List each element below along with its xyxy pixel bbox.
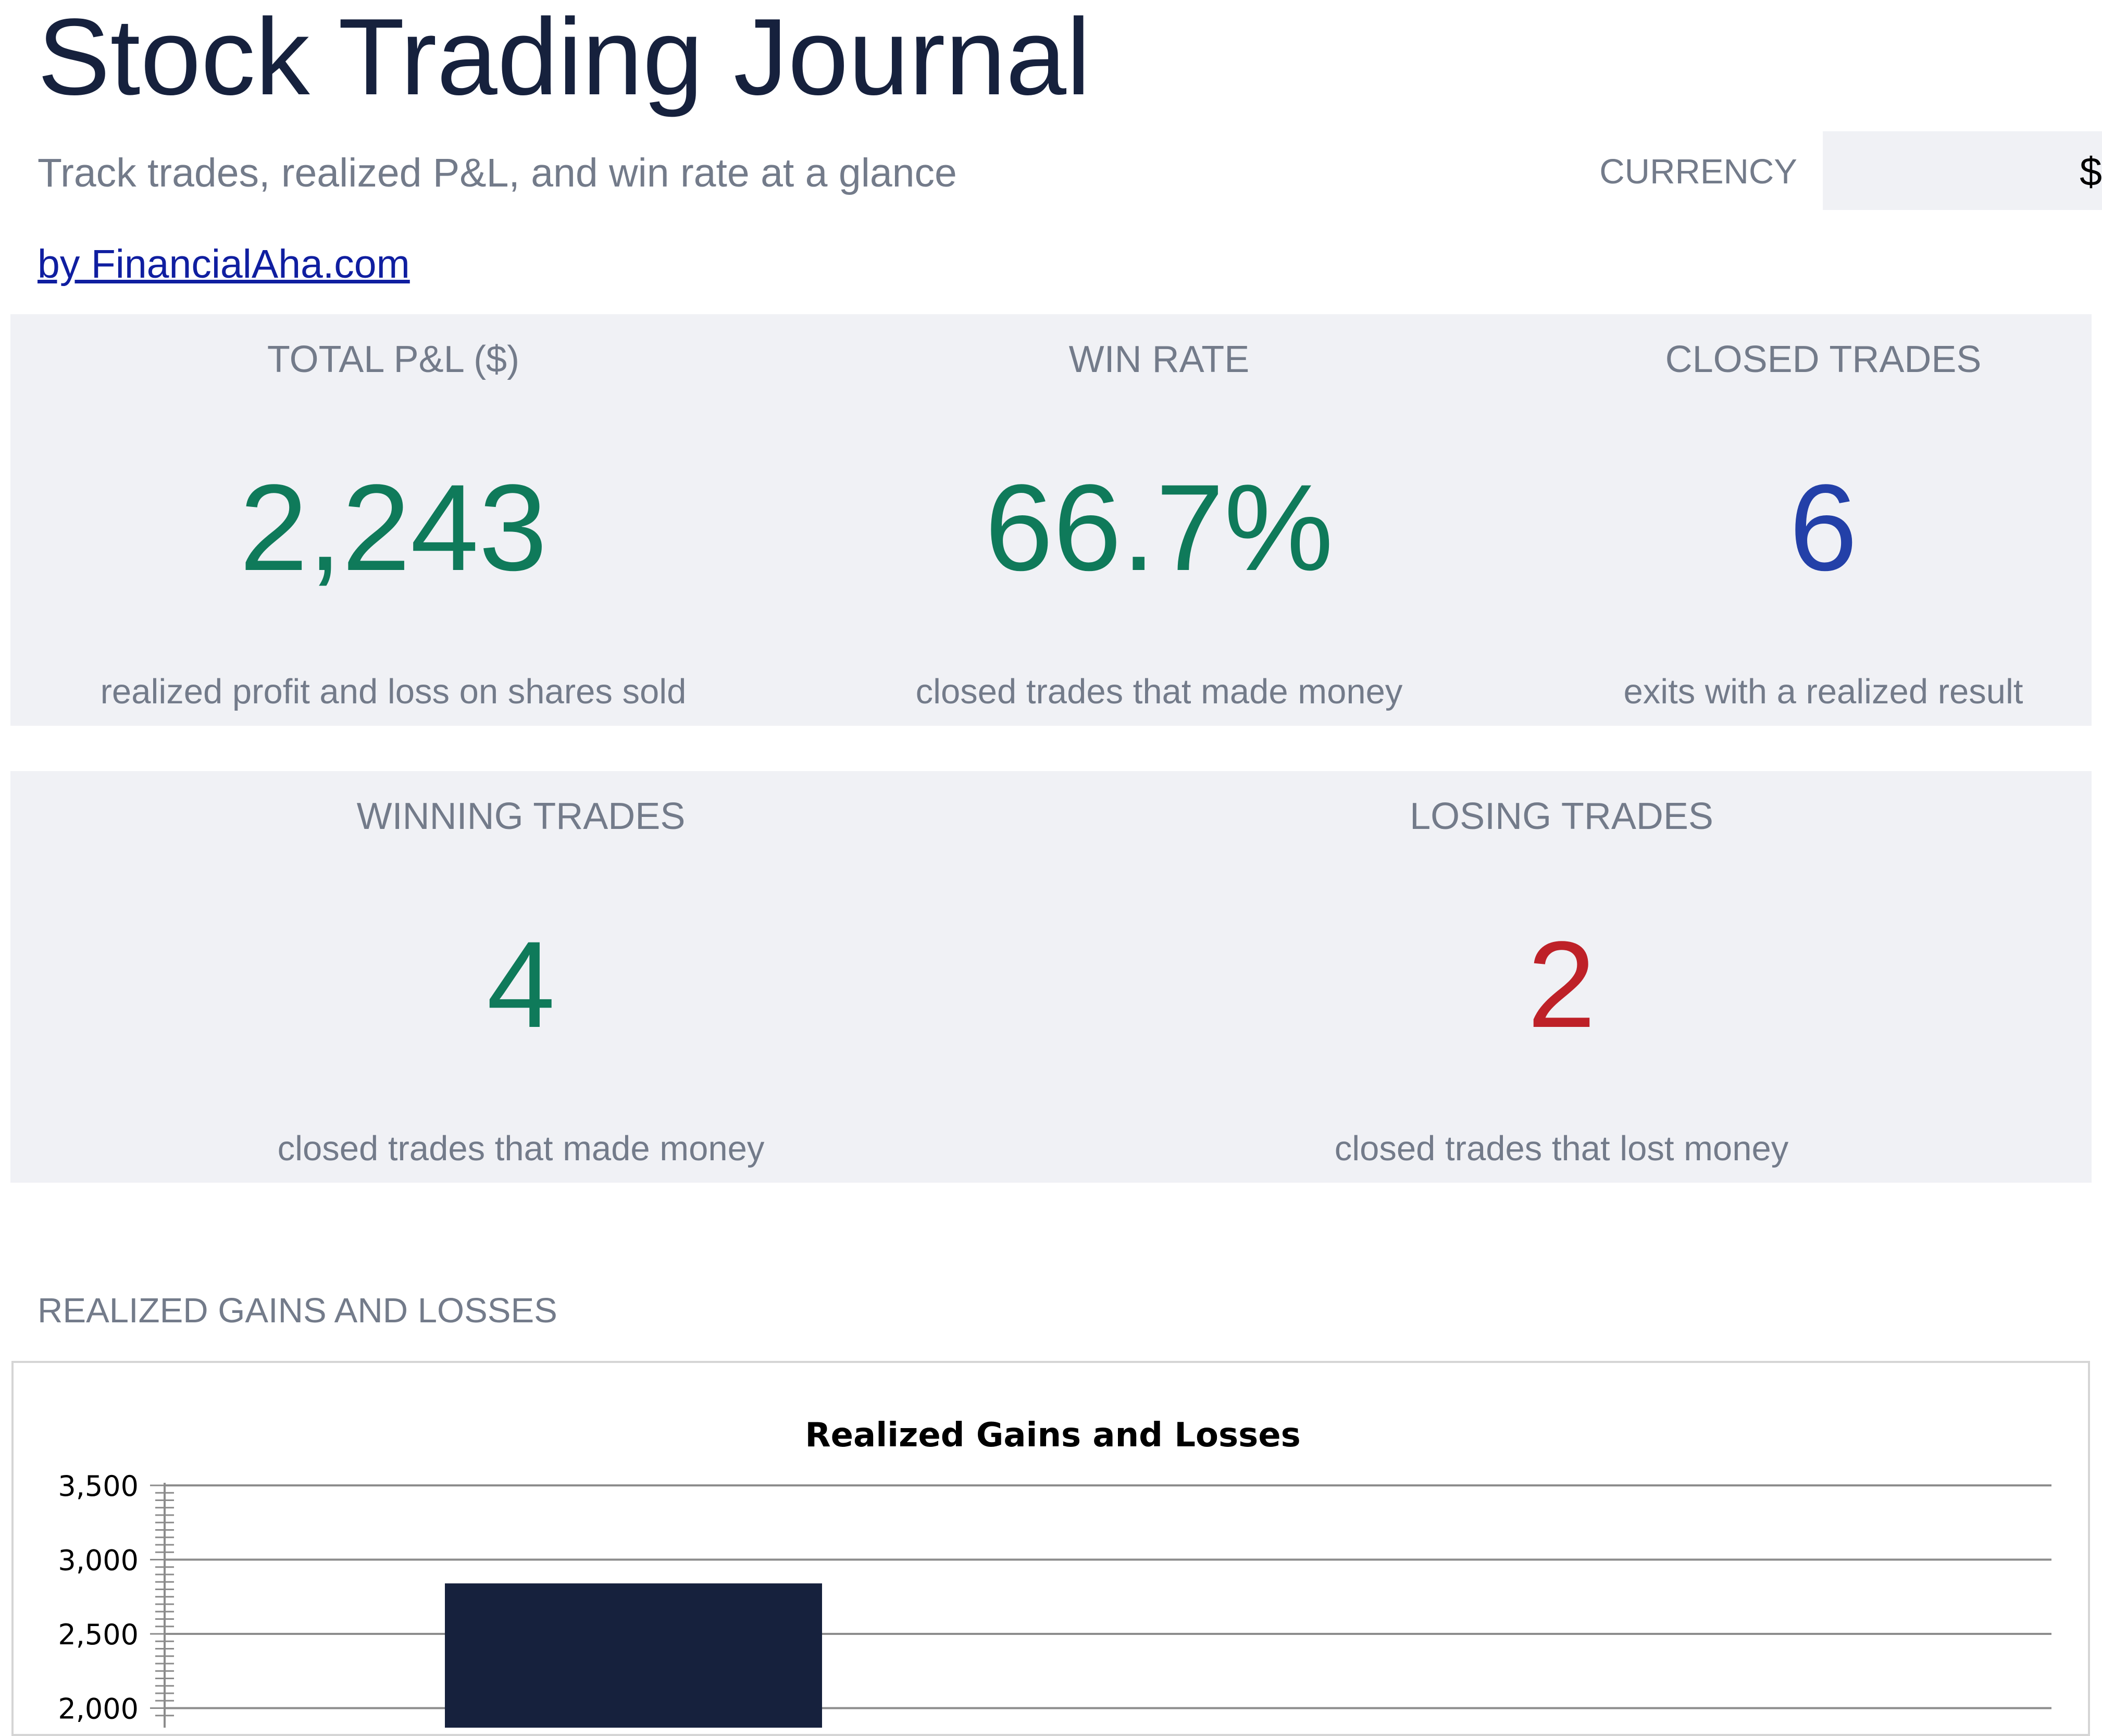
y-tick-label: 2,500 <box>58 1618 139 1651</box>
currency-input[interactable]: $ <box>1823 131 2102 210</box>
kpi-value: 2,243 <box>239 459 548 597</box>
y-tick-label: 2,000 <box>58 1693 139 1726</box>
kpi-label: CLOSED TRADES <box>1665 339 1982 380</box>
financialaha-link[interactable]: by FinancialAha.com <box>38 242 410 287</box>
kpi-description: realized profit and loss on shares sold <box>100 672 687 711</box>
section-label-gains-losses: REALIZED GAINS AND LOSSES <box>38 1291 557 1330</box>
chart-container[interactable]: Realized Gains and Losses 3,500 3,000 2,500… <box>11 1361 2090 1736</box>
kpi-description: exits with a realized result <box>1623 672 2023 711</box>
currency-label: CURRENCY <box>1599 152 1797 191</box>
chart-title: Realized Gains and Losses <box>805 1416 1300 1455</box>
page-title: Stock Trading Journal <box>38 0 1091 118</box>
kpi-panel-trades: WINNING TRADES 4 closed trades that made… <box>10 771 2092 1183</box>
kpi-description: closed trades that made money <box>915 672 1403 711</box>
kpi-description: closed trades that lost money <box>1334 1129 1789 1168</box>
kpi-winning-trades: WINNING TRADES 4 closed trades that made… <box>10 771 1031 1183</box>
kpi-label: LOSING TRADES <box>1410 796 1713 837</box>
kpi-label: WINNING TRADES <box>356 796 686 837</box>
y-tick-label: 3,500 <box>58 1470 139 1503</box>
kpi-label: TOTAL P&L ($) <box>267 339 520 380</box>
y-tick-label: 3,000 <box>58 1544 139 1577</box>
kpi-value: 4 <box>487 916 555 1053</box>
kpi-value: 66.7% <box>985 459 1334 597</box>
kpi-closed-trades: CLOSED TRADES 6 exits with a realized re… <box>1571 314 2076 726</box>
realized-gains-chart: Realized Gains and Losses 3,500 3,000 2,500… <box>58 1416 2051 1728</box>
kpi-losing-trades: LOSING TRADES 2 closed trades that lost … <box>1031 771 2092 1183</box>
kpi-panel-summary: TOTAL P&L ($) 2,243 realized profit and … <box>10 314 2092 726</box>
kpi-label: WIN RATE <box>1068 339 1250 380</box>
kpi-win-rate: WIN RATE 66.7% closed trades that made m… <box>776 314 1542 726</box>
currency-value: $ <box>2080 150 2102 194</box>
page-subtitle: Track trades, realized P&L, and win rate… <box>38 151 957 195</box>
kpi-value: 6 <box>1789 459 1858 597</box>
chart-bar <box>445 1583 822 1728</box>
kpi-total-pnl: TOTAL P&L ($) 2,243 realized profit and … <box>10 314 776 726</box>
kpi-description: closed trades that made money <box>277 1129 765 1168</box>
kpi-value: 2 <box>1527 916 1596 1053</box>
